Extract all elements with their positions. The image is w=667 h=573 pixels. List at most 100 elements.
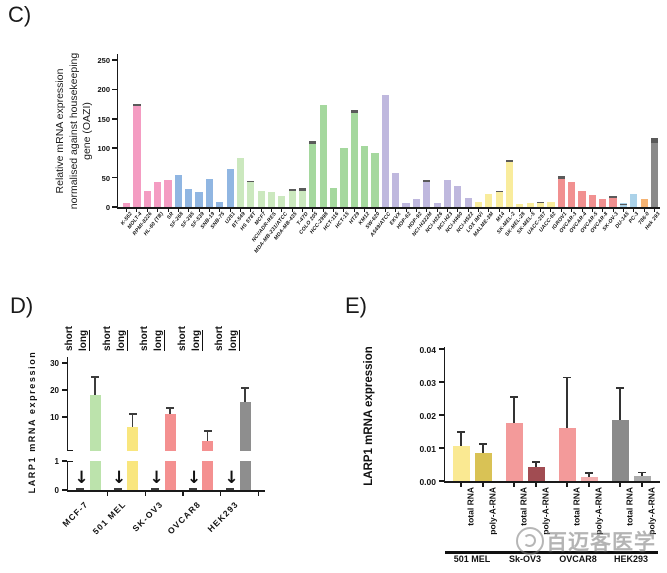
e-bar-total-RNA-0: [452, 446, 470, 481]
bar-NCI-H460: [454, 186, 462, 207]
e-error-line: [619, 388, 621, 420]
e-error-cap: [479, 443, 487, 445]
e-bar-total-RNA-2: [558, 428, 576, 481]
bar-error-cap: [619, 203, 627, 206]
d-column-header-long: long: [78, 329, 90, 351]
d-y-axis-lower: [66, 461, 68, 490]
d-y-axis-upper: [66, 357, 68, 451]
c-x-tick-mark: [239, 208, 241, 212]
bar-error-cap: [423, 179, 431, 182]
d-down-arrow-icon: ↓: [112, 468, 127, 488]
bar-UACC-62: [547, 202, 555, 207]
e-error-cap: [638, 471, 646, 474]
bar-error-cap: [133, 104, 141, 106]
d-column-header-short: short: [101, 326, 113, 351]
d-x-label: 501 MEL: [90, 499, 128, 537]
e-error-line: [588, 473, 590, 478]
panel-c-plot-area: 0 50 100 150 200 250 K-562 MOLT-4 RPMI-8226 HL-60…: [97, 52, 663, 254]
bar-K-562: [123, 203, 131, 207]
c-x-tick-mark: [529, 208, 531, 212]
bar-error-cap: [247, 180, 255, 183]
c-x-tick-mark: [622, 208, 624, 212]
c-x-tick-mark: [364, 208, 366, 212]
d-error-cap: [128, 413, 137, 415]
d-x-tick-mark: [220, 491, 222, 496]
e-x-tick-mark: [588, 482, 590, 487]
panel-d-plot-area: 0 1 10 20 30 ↓ ↓ ↓ ↓ ↓: [50, 355, 268, 496]
e-y-tick-mark: [438, 414, 444, 416]
e-y-tick-label: 0.02: [419, 410, 436, 421]
d-down-arrow-icon: ↓: [149, 468, 164, 488]
e-error-line: [641, 473, 643, 476]
e-x-tick-mark: [641, 482, 643, 487]
d-x-axis-line: [66, 490, 265, 492]
c-x-tick-mark: [571, 208, 573, 212]
c-x-tick-mark: [219, 208, 221, 212]
e-error-line: [513, 397, 515, 424]
bar-error-cap: [309, 141, 317, 144]
c-x-tick-mark: [302, 208, 304, 212]
d-long-bar-upper-1: [127, 426, 138, 451]
e-bar-poly-A-RNA-2: [580, 477, 598, 481]
bar-786-0: [640, 198, 648, 207]
c-y-tick-label: 250: [97, 56, 110, 65]
d-error-line: [244, 388, 246, 403]
c-x-tick-mark: [540, 208, 542, 212]
bar-SW-620: [371, 152, 379, 207]
bar-OVCAR-4: [578, 191, 586, 207]
d-short-bar-2: [151, 488, 159, 490]
d-error-line: [206, 431, 209, 442]
d-error-cap: [203, 430, 212, 432]
d-long-bar-lower-2: [164, 461, 176, 490]
d-x-label: OVCAR8: [165, 499, 203, 537]
d-x-label: HEK293: [205, 499, 241, 534]
bar-EKVX: [392, 172, 400, 207]
d-y-tick-label: 10: [50, 413, 59, 422]
e-x-tick-mark: [460, 482, 462, 487]
e-y-tick-mark: [438, 447, 444, 449]
bar-error-cap: [350, 109, 358, 113]
e-error-line: [566, 378, 568, 429]
d-down-arrow-icon: ↓: [74, 468, 89, 488]
bar-error-cap: [609, 196, 617, 199]
bar-SNB-19: [205, 178, 213, 207]
e-error-cap: [585, 472, 593, 474]
e-x-tick-mark: [566, 482, 568, 487]
c-y-tick-label: 150: [97, 114, 110, 124]
c-x-tick-mark: [436, 208, 438, 212]
d-y-tick-label: 1: [54, 457, 59, 466]
bar-MOLT-4: [133, 104, 141, 207]
d-column-header-long: long: [228, 329, 240, 351]
panel-e-y-axis-title: LARP1 mRNA expression: [363, 346, 375, 486]
bar-T-47D: [298, 187, 307, 207]
c-y-tick-mark: [112, 59, 117, 61]
d-error-cap: [91, 376, 99, 378]
bar-SK-MEL-2: [505, 159, 514, 207]
y-title-line-3: gene (OAZI): [81, 102, 93, 160]
bar-NCI-H322M: [423, 179, 431, 207]
e-bar-label-total-RNA: total RNA: [465, 487, 476, 526]
c-x-tick-mark: [395, 208, 397, 212]
c-x-tick-mark: [281, 208, 283, 212]
c-x-tick-mark: [343, 208, 345, 212]
d-error-line: [131, 414, 134, 427]
bar-MALME-3M: [485, 194, 493, 207]
c-y-tick-mark: [112, 206, 117, 208]
d-x-tick-mark: [257, 491, 259, 496]
watermark-logo-inner-ring-icon: [523, 534, 536, 547]
d-column-header-short: short: [176, 326, 188, 351]
d-column-header-short: short: [214, 326, 225, 351]
bar-SF-295: [185, 188, 193, 207]
c-x-tick-mark: [519, 208, 521, 212]
c-x-tick-mark: [333, 208, 335, 212]
bar-RPMI-8226: [143, 191, 151, 207]
bar-HOP-92: [412, 199, 420, 207]
c-x-tick-mark: [177, 208, 179, 212]
bar-error-cap: [505, 159, 514, 162]
d-long-bar-lower-4: [239, 461, 251, 490]
bar-SR: [164, 179, 172, 207]
d-y-tick-label: 0: [54, 486, 59, 495]
d-y-tick-mark: [61, 416, 67, 418]
panel-c-y-axis-title: Relative mRNA expression normalised agai…: [54, 50, 96, 212]
